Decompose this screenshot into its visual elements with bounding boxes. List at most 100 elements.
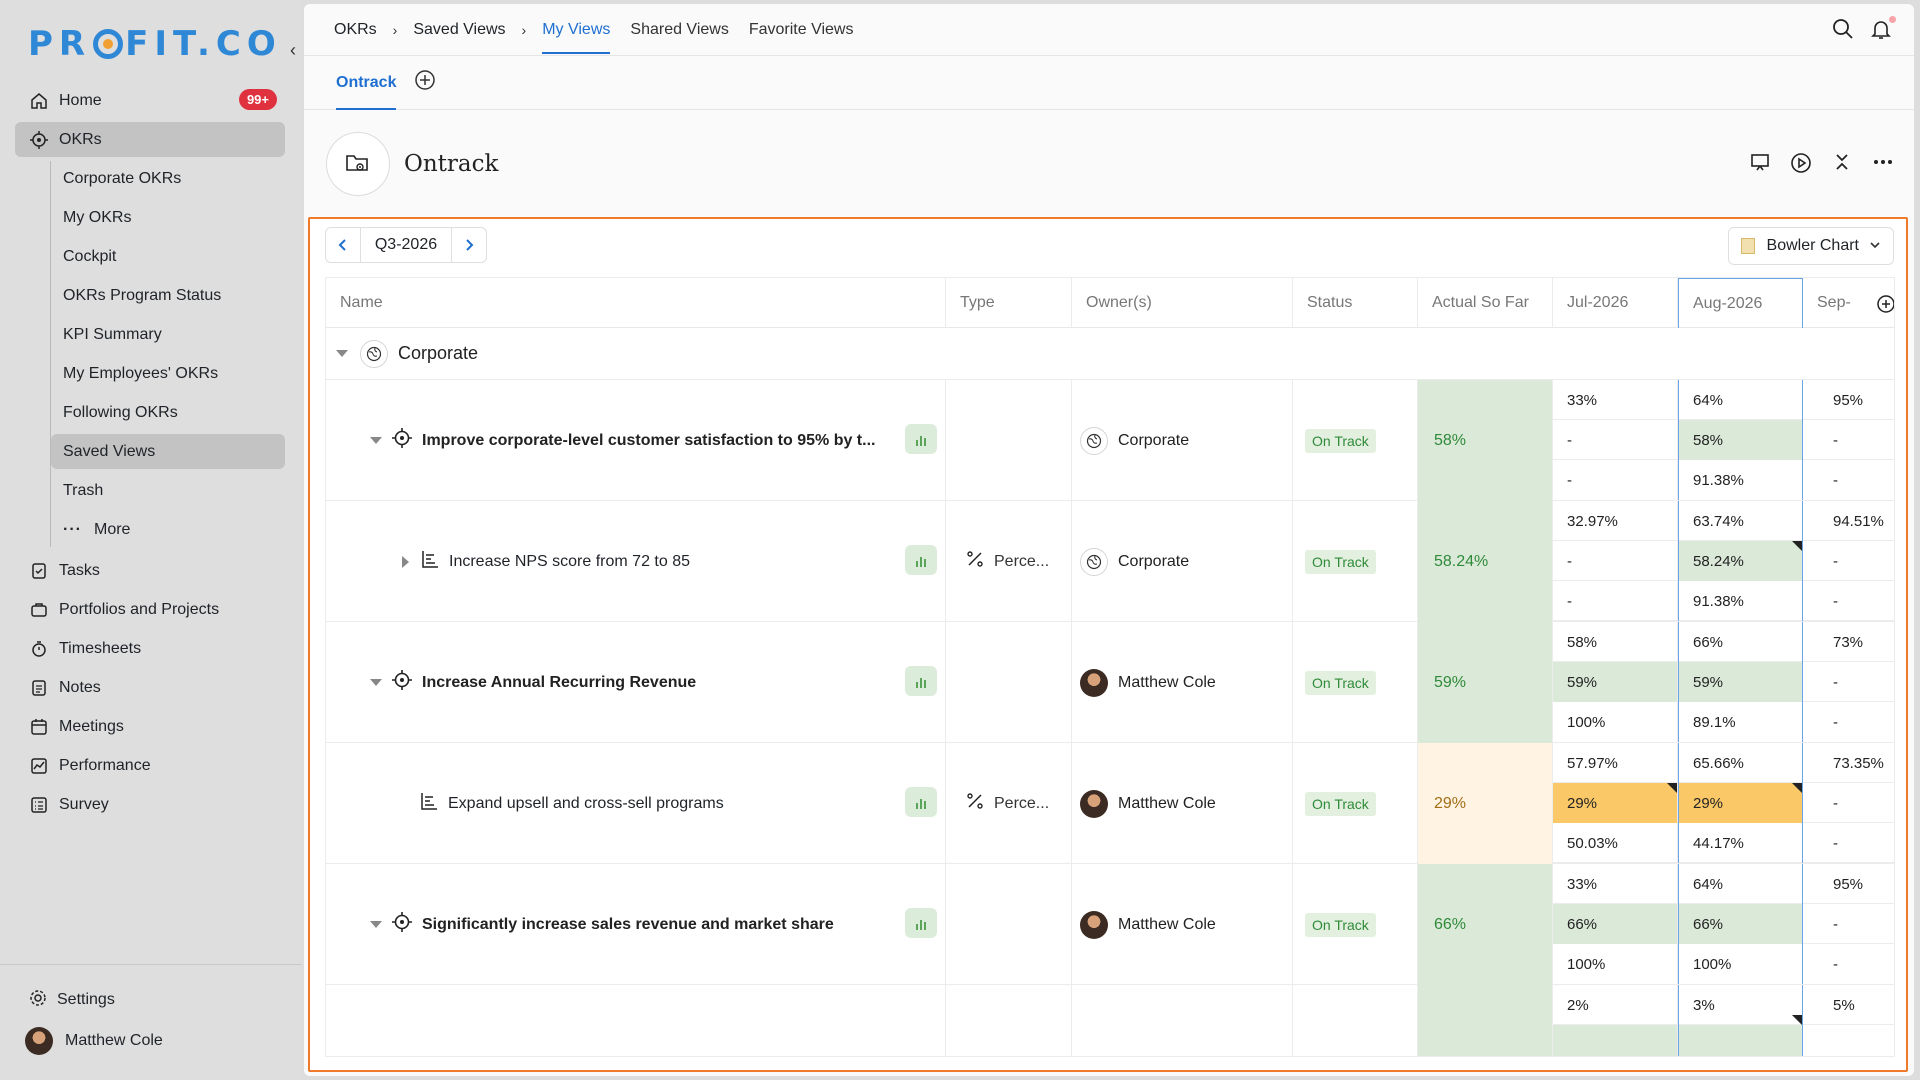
table-row[interactable]: Improve corporate-level customer satisfa… — [326, 380, 1894, 501]
trend-chart-icon[interactable] — [905, 666, 937, 696]
nav-survey[interactable]: Survey — [15, 787, 285, 822]
jul-target[interactable]: 32.97% — [1553, 501, 1678, 541]
sep-actual[interactable] — [1819, 1025, 1894, 1056]
nav-my-employees-okrs[interactable]: My Employees' OKRs — [63, 364, 219, 382]
add-column-icon[interactable] — [1876, 294, 1894, 319]
trend-chart-icon[interactable] — [905, 545, 937, 575]
comment-marker-icon[interactable] — [1792, 541, 1802, 551]
aug-actual[interactable]: 58.24% — [1678, 541, 1803, 581]
col-type[interactable]: Type — [946, 278, 1072, 328]
aug-percent[interactable]: 89.1% — [1678, 702, 1803, 742]
sep-actual[interactable]: - — [1833, 794, 1838, 812]
profitco-logo[interactable]: PR FIT.CO — [28, 24, 282, 64]
sep-target[interactable]: 73.35% — [1833, 754, 1884, 772]
prev-quarter-chevron-icon[interactable] — [326, 228, 360, 262]
sep-actual[interactable]: - — [1833, 915, 1838, 933]
aug-actual[interactable]: 29% — [1678, 783, 1803, 823]
more-options-icon[interactable] — [1872, 152, 1894, 179]
comment-marker-icon[interactable] — [1667, 783, 1677, 793]
objective-name[interactable]: Increase Annual Recurring Revenue — [422, 673, 697, 691]
aug-target[interactable]: 65.66% — [1678, 743, 1803, 783]
jul-actual[interactable]: 66% — [1553, 904, 1678, 944]
jul-target[interactable]: 57.97% — [1553, 743, 1678, 783]
nav-tasks[interactable]: Tasks — [15, 553, 285, 588]
sep-percent[interactable]: - — [1833, 955, 1838, 973]
breadcrumb-saved-views[interactable]: Saved Views — [413, 20, 506, 38]
col-name[interactable]: Name — [326, 278, 946, 328]
aug-percent[interactable]: 91.38% — [1678, 581, 1803, 621]
jul-percent[interactable]: - — [1553, 581, 1678, 621]
aug-percent[interactable]: 91.38% — [1678, 460, 1803, 500]
jul-target[interactable]: 33% — [1553, 380, 1678, 420]
jul-actual[interactable]: 59% — [1553, 662, 1678, 702]
sep-target[interactable]: 95% — [1833, 391, 1864, 409]
sep-target[interactable]: 94.51% — [1833, 512, 1884, 530]
table-row[interactable]: Increase Annual Recurring Revenue Matthe… — [326, 622, 1894, 743]
aug-actual[interactable] — [1678, 1025, 1803, 1056]
next-quarter-chevron-icon[interactable] — [452, 228, 486, 262]
nav-kpi-summary[interactable]: KPI Summary — [63, 325, 162, 343]
jul-target[interactable]: 58% — [1553, 622, 1678, 662]
aug-target[interactable]: 64% — [1678, 864, 1803, 904]
col-status[interactable]: Status — [1293, 278, 1418, 328]
sep-target[interactable]: 5% — [1833, 996, 1855, 1014]
table-row[interactable]: Significantly increase sales revenue and… — [326, 864, 1894, 985]
aug-target[interactable]: 3% — [1678, 985, 1803, 1025]
settings-link[interactable]: Settings — [0, 985, 302, 1015]
trend-chart-icon[interactable] — [905, 908, 937, 938]
jul-actual[interactable]: 29% — [1553, 783, 1678, 823]
present-icon[interactable] — [1750, 152, 1770, 179]
nav-timesheets[interactable]: Timesheets — [15, 631, 285, 666]
nav-performance[interactable]: Performance — [15, 748, 285, 783]
col-owners[interactable]: Owner(s) — [1072, 278, 1293, 328]
aug-actual[interactable]: 59% — [1678, 662, 1803, 702]
jul-target[interactable]: 2% — [1553, 985, 1678, 1025]
nav-corporate-okrs[interactable]: Corporate OKRs — [63, 169, 182, 187]
aug-percent[interactable]: 44.17% — [1678, 823, 1803, 863]
aug-target[interactable]: 63.74% — [1678, 501, 1803, 541]
nav-more[interactable]: ··· More — [51, 512, 285, 547]
sep-percent[interactable]: - — [1833, 471, 1838, 489]
aug-actual[interactable]: 58% — [1678, 420, 1803, 460]
col-jul[interactable]: Jul-2026 — [1553, 278, 1678, 328]
tab-my-views[interactable]: My Views — [542, 4, 611, 56]
collapse-sidebar-button[interactable]: ‹ — [290, 40, 296, 60]
collapse-icon[interactable] — [1832, 152, 1852, 179]
sep-target[interactable]: 95% — [1833, 875, 1864, 893]
key-result-name[interactable]: Expand upsell and cross-sell programs — [448, 794, 724, 812]
add-view-tab-icon[interactable] — [414, 69, 436, 96]
nav-trash[interactable]: Trash — [63, 481, 104, 499]
objective-name[interactable]: Significantly increase sales revenue and… — [422, 915, 834, 933]
aug-target[interactable]: 64% — [1678, 380, 1803, 420]
nav-home[interactable]: Home 99+ — [15, 83, 285, 118]
sep-percent[interactable]: - — [1833, 592, 1838, 610]
col-aug[interactable]: Aug-2026 — [1678, 278, 1803, 328]
expand-caret-icon[interactable] — [402, 555, 409, 568]
play-icon[interactable] — [1790, 152, 1812, 179]
comment-marker-icon[interactable] — [1792, 1015, 1802, 1025]
nav-notes[interactable]: Notes — [15, 670, 285, 705]
expand-caret-icon[interactable] — [336, 350, 348, 357]
aug-percent[interactable]: 100% — [1678, 944, 1803, 984]
nav-saved-views[interactable]: Saved Views — [51, 434, 285, 469]
tab-favorite-views[interactable]: Favorite Views — [748, 20, 854, 38]
sep-target[interactable]: 73% — [1833, 633, 1864, 651]
jul-target[interactable]: 33% — [1553, 864, 1678, 904]
trend-chart-icon[interactable] — [905, 787, 937, 817]
chart-type-select[interactable]: Bowler Chart — [1727, 227, 1894, 265]
tab-shared-views[interactable]: Shared Views — [630, 20, 729, 38]
nav-cockpit[interactable]: Cockpit — [63, 247, 117, 265]
jul-percent[interactable]: 100% — [1553, 702, 1678, 742]
comment-marker-icon[interactable] — [1792, 783, 1802, 793]
objective-name[interactable]: Improve corporate-level customer satisfa… — [422, 431, 876, 449]
jul-actual[interactable]: - — [1553, 420, 1678, 460]
tab-ontrack[interactable]: Ontrack — [336, 56, 397, 110]
nav-okrs-program-status[interactable]: OKRs Program Status — [63, 286, 222, 304]
expand-caret-icon[interactable] — [370, 679, 382, 686]
nav-following-okrs[interactable]: Following OKRs — [63, 403, 178, 421]
col-actual[interactable]: Actual So Far — [1418, 278, 1553, 328]
sep-actual[interactable]: - — [1833, 552, 1838, 570]
jul-actual[interactable] — [1553, 1025, 1678, 1056]
jul-percent[interactable]: - — [1553, 460, 1678, 500]
table-row[interactable]: Expand upsell and cross-sell programs Pe… — [326, 743, 1894, 864]
